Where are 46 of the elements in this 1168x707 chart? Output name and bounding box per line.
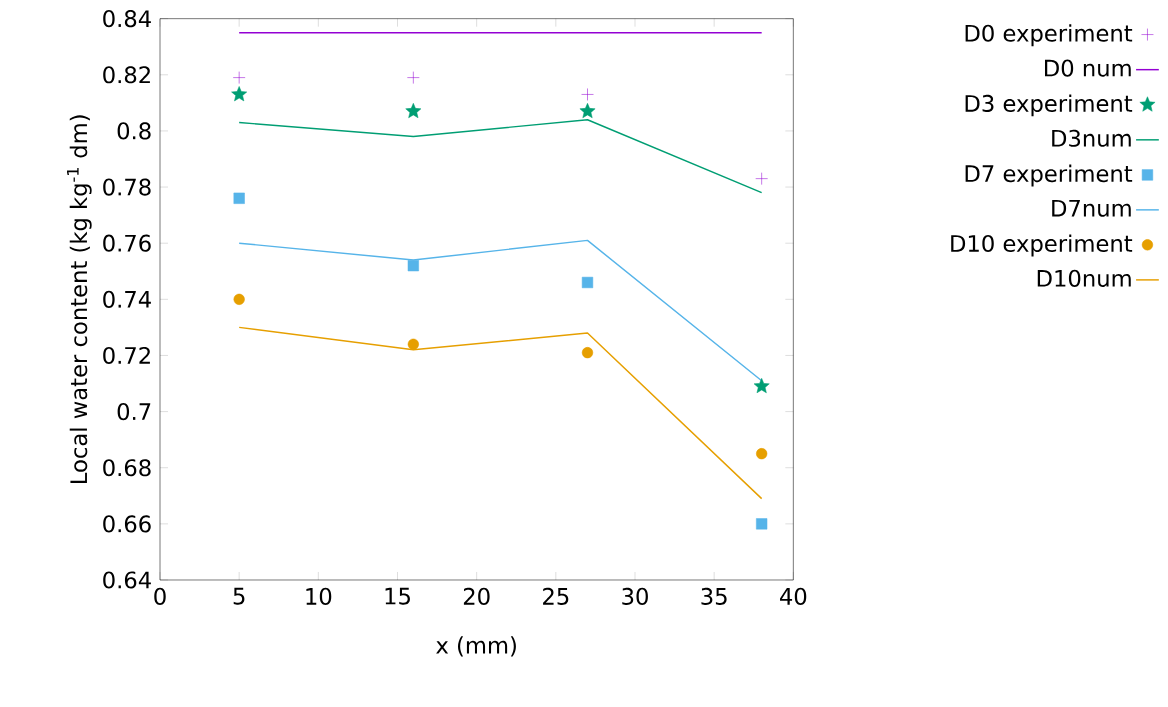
point xyxy=(581,347,594,359)
y-tick-label: 0.8 xyxy=(117,122,151,140)
point xyxy=(407,71,420,85)
point xyxy=(233,293,245,306)
legend-label: D3 experiment xyxy=(965,94,1133,117)
y-tick-label: 0.84 xyxy=(103,10,151,28)
x-tick-label: 20 xyxy=(463,587,490,606)
x-tick-label: 40 xyxy=(780,587,807,606)
point xyxy=(756,518,768,530)
y-tick-label: 0.74 xyxy=(103,290,151,309)
x-tick-label: 5 xyxy=(233,587,245,605)
point xyxy=(756,448,768,460)
point xyxy=(579,103,596,119)
line-series xyxy=(238,326,763,500)
y-axis-title: Local water content (kg kg$^{-1}$ dm) xyxy=(67,115,92,484)
point xyxy=(233,192,245,205)
point xyxy=(753,378,770,394)
x-tick-label: 25 xyxy=(543,587,569,606)
point xyxy=(405,103,422,119)
point xyxy=(581,88,594,101)
y-tick-label: 0.78 xyxy=(103,178,151,196)
point xyxy=(407,260,419,272)
y-tick-label: 0.82 xyxy=(103,66,150,84)
x-tick-label: 35 xyxy=(701,587,727,606)
y-tick-label: 0.76 xyxy=(103,234,151,252)
point xyxy=(755,172,768,186)
y-tick-label: 0.68 xyxy=(103,459,151,477)
legend-label: D7 experiment xyxy=(965,164,1133,187)
legend-label: D10 experiment xyxy=(951,234,1133,257)
point xyxy=(231,86,248,102)
legend-label: D10num xyxy=(1037,269,1131,288)
y-tick-label: 0.72 xyxy=(103,347,150,365)
x-tick-label: 30 xyxy=(622,587,648,606)
y-tick-label: 0.64 xyxy=(103,571,151,589)
x-tick-label: 15 xyxy=(385,587,410,605)
x-tick-label: 0 xyxy=(154,587,166,606)
legend-label: D0 num xyxy=(1045,59,1131,77)
x-tick-label: 10 xyxy=(306,587,332,606)
y-tick-label: 0.66 xyxy=(103,515,151,533)
legend-label: D0 experiment xyxy=(965,24,1133,47)
x-axis-title: x (mm) xyxy=(436,636,516,657)
y-tick-label: 0.7 xyxy=(117,403,151,421)
legend-label: D3num xyxy=(1052,129,1131,148)
point xyxy=(232,71,246,85)
point xyxy=(581,277,594,289)
legend-label: D7num xyxy=(1052,200,1131,217)
